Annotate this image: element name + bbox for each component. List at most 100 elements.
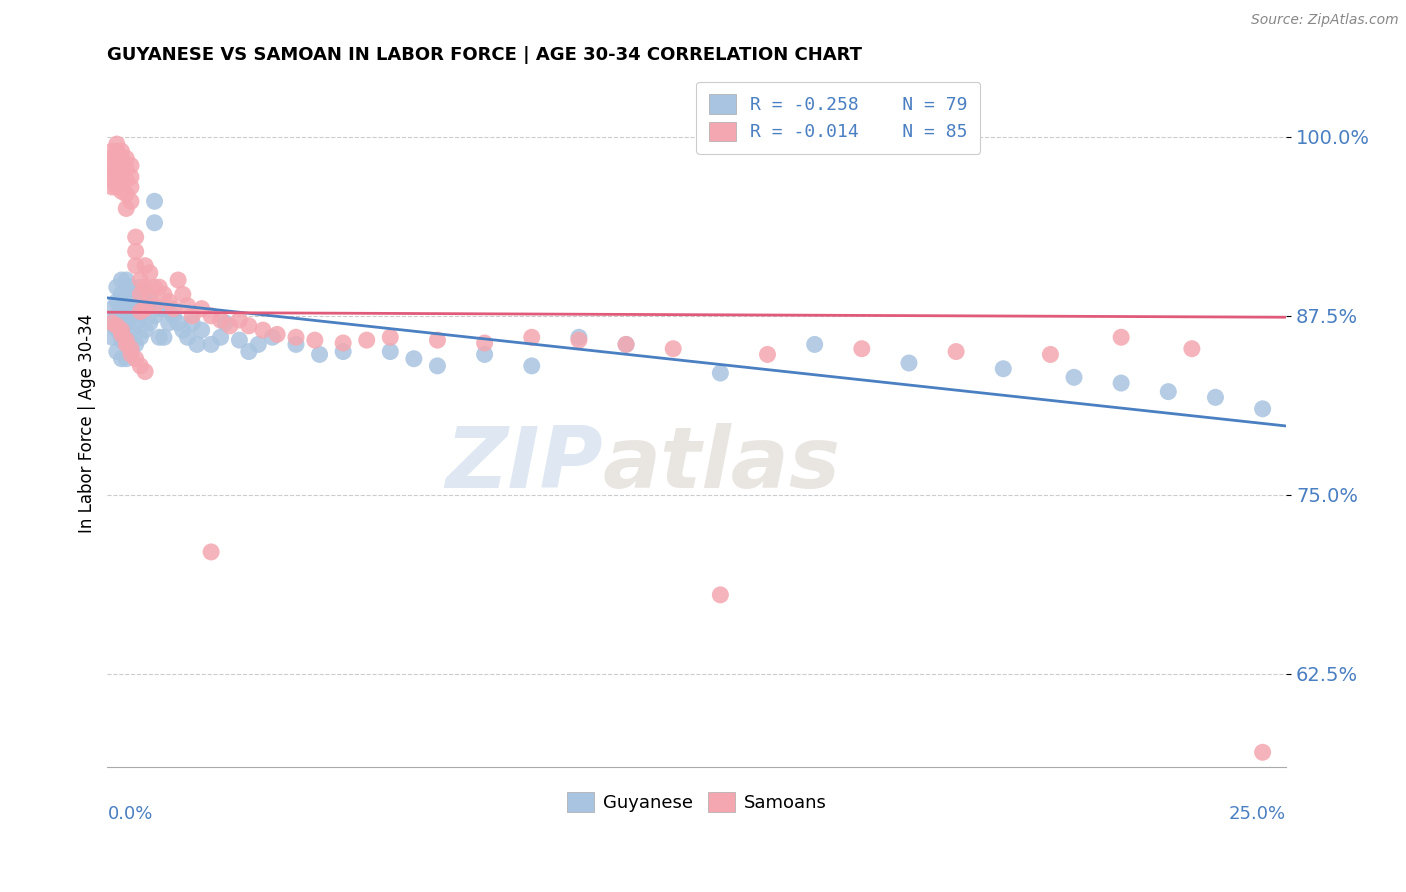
Point	[134, 301, 156, 316]
Point	[129, 359, 152, 373]
Point	[124, 301, 146, 316]
Point	[238, 318, 260, 333]
Point	[115, 287, 138, 301]
Point	[402, 351, 425, 366]
Point	[238, 344, 260, 359]
Point	[120, 194, 142, 209]
Point	[110, 161, 132, 176]
Point	[1157, 384, 1180, 399]
Point	[614, 337, 637, 351]
Point	[101, 173, 124, 187]
Point	[120, 159, 142, 173]
Point	[124, 351, 146, 366]
Point	[1251, 745, 1274, 759]
Point	[110, 152, 132, 166]
Point	[120, 323, 142, 337]
Legend: Guyanese, Samoans: Guyanese, Samoans	[560, 785, 834, 820]
Point	[105, 180, 128, 194]
Text: GUYANESE VS SAMOAN IN LABOR FORCE | AGE 30-34 CORRELATION CHART: GUYANESE VS SAMOAN IN LABOR FORCE | AGE …	[107, 46, 862, 64]
Point	[153, 301, 176, 316]
Point	[568, 330, 591, 344]
Point	[105, 137, 128, 152]
Point	[110, 333, 132, 347]
Point	[153, 287, 176, 301]
Point	[115, 330, 138, 344]
Point	[134, 323, 156, 337]
Point	[134, 280, 156, 294]
Point	[115, 173, 138, 187]
Point	[110, 273, 132, 287]
Point	[190, 323, 212, 337]
Point	[176, 330, 198, 344]
Point	[120, 280, 142, 294]
Text: 0.0%: 0.0%	[107, 805, 153, 823]
Point	[143, 299, 166, 313]
Point	[115, 152, 138, 166]
Point	[101, 330, 124, 344]
Point	[474, 347, 496, 361]
Point	[120, 309, 142, 323]
Point	[143, 216, 166, 230]
Point	[228, 333, 250, 347]
Point	[115, 301, 138, 316]
Point	[176, 299, 198, 313]
Text: Source: ZipAtlas.com: Source: ZipAtlas.com	[1251, 13, 1399, 28]
Point	[709, 366, 731, 380]
Point	[129, 309, 152, 323]
Point	[214, 316, 236, 330]
Point	[120, 344, 142, 359]
Point	[105, 152, 128, 166]
Point	[139, 294, 162, 309]
Point	[101, 316, 124, 330]
Point	[209, 330, 232, 344]
Point	[120, 169, 142, 184]
Point	[426, 333, 449, 347]
Point	[474, 336, 496, 351]
Point	[129, 280, 152, 294]
Point	[200, 545, 222, 559]
Point	[124, 244, 146, 259]
Point	[167, 316, 190, 330]
Point	[332, 344, 354, 359]
Point	[129, 330, 152, 344]
Point	[162, 309, 184, 323]
Point	[1109, 330, 1132, 344]
Point	[105, 294, 128, 309]
Point	[110, 173, 132, 187]
Point	[134, 287, 156, 301]
Point	[101, 145, 124, 159]
Point	[756, 347, 779, 361]
Point	[614, 337, 637, 351]
Point	[101, 152, 124, 166]
Point	[115, 187, 138, 202]
Point	[129, 304, 152, 318]
Point	[101, 166, 124, 180]
Point	[252, 323, 274, 337]
Point	[115, 273, 138, 287]
Point	[568, 333, 591, 347]
Y-axis label: In Labor Force | Age 30-34: In Labor Force | Age 30-34	[79, 313, 96, 533]
Point	[129, 294, 152, 309]
Point	[105, 309, 128, 323]
Point	[148, 330, 170, 344]
Point	[181, 309, 204, 323]
Point	[139, 266, 162, 280]
Point	[662, 342, 685, 356]
Point	[143, 194, 166, 209]
Point	[110, 316, 132, 330]
Point	[803, 337, 825, 351]
Point	[200, 309, 222, 323]
Point	[101, 316, 124, 330]
Point	[105, 344, 128, 359]
Point	[110, 287, 132, 301]
Point	[124, 230, 146, 244]
Point	[1251, 401, 1274, 416]
Point	[124, 337, 146, 351]
Point	[181, 316, 204, 330]
Point	[115, 337, 138, 351]
Point	[148, 301, 170, 316]
Point	[134, 259, 156, 273]
Point	[129, 287, 152, 301]
Point	[219, 318, 242, 333]
Point	[186, 337, 208, 351]
